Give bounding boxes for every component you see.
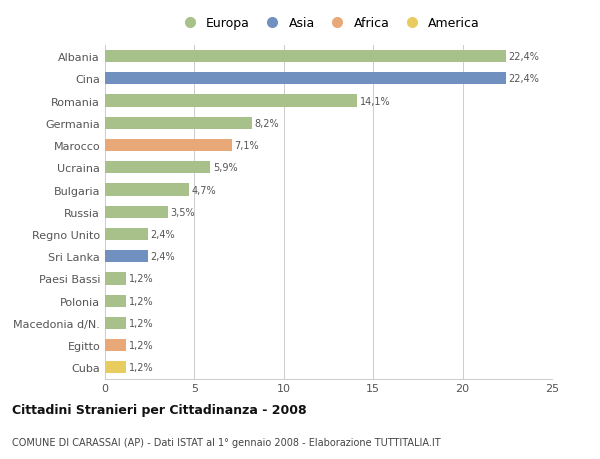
Bar <box>105 339 127 352</box>
Legend: Europa, Asia, Africa, America: Europa, Asia, Africa, America <box>172 12 485 35</box>
Bar <box>105 140 232 152</box>
Bar <box>105 317 127 329</box>
Text: 4,7%: 4,7% <box>192 185 217 195</box>
Text: 22,4%: 22,4% <box>508 74 539 84</box>
Text: 2,4%: 2,4% <box>151 252 175 262</box>
Bar <box>105 162 211 174</box>
Text: 1,2%: 1,2% <box>129 363 154 373</box>
Text: 7,1%: 7,1% <box>235 141 259 151</box>
Bar <box>105 51 506 63</box>
Text: 1,2%: 1,2% <box>129 274 154 284</box>
Bar <box>105 362 127 374</box>
Bar <box>105 184 189 196</box>
Text: 1,2%: 1,2% <box>129 296 154 306</box>
Text: 5,9%: 5,9% <box>213 163 238 173</box>
Text: 3,5%: 3,5% <box>170 207 195 217</box>
Text: Cittadini Stranieri per Cittadinanza - 2008: Cittadini Stranieri per Cittadinanza - 2… <box>12 403 307 416</box>
Bar <box>105 251 148 263</box>
Bar <box>105 295 127 307</box>
Bar <box>105 73 506 85</box>
Text: COMUNE DI CARASSAI (AP) - Dati ISTAT al 1° gennaio 2008 - Elaborazione TUTTITALI: COMUNE DI CARASSAI (AP) - Dati ISTAT al … <box>12 437 440 447</box>
Bar <box>105 273 127 285</box>
Text: 8,2%: 8,2% <box>254 118 279 129</box>
Text: 1,2%: 1,2% <box>129 318 154 328</box>
Text: 22,4%: 22,4% <box>508 52 539 62</box>
Text: 1,2%: 1,2% <box>129 341 154 350</box>
Text: 2,4%: 2,4% <box>151 230 175 240</box>
Text: 14,1%: 14,1% <box>360 96 391 106</box>
Bar <box>105 229 148 241</box>
Bar <box>105 95 357 107</box>
Bar <box>105 118 251 129</box>
Bar <box>105 206 167 218</box>
